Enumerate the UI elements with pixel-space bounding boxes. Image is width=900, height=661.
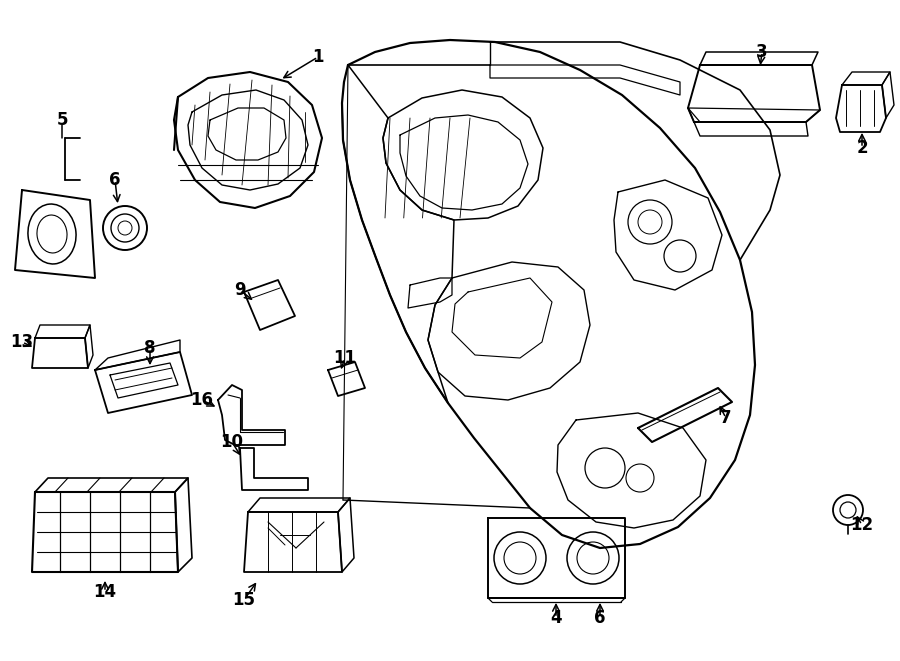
Text: 7: 7 — [720, 409, 732, 427]
Text: 15: 15 — [232, 591, 256, 609]
Text: 8: 8 — [144, 339, 156, 357]
Text: 13: 13 — [11, 333, 33, 351]
Text: 3: 3 — [756, 43, 768, 61]
Text: 16: 16 — [191, 391, 213, 409]
Text: 2: 2 — [856, 139, 868, 157]
Text: 12: 12 — [850, 516, 874, 534]
Text: 4: 4 — [550, 609, 562, 627]
Text: 9: 9 — [234, 281, 246, 299]
Text: 6: 6 — [594, 609, 606, 627]
Text: 1: 1 — [312, 48, 324, 66]
Text: 11: 11 — [334, 349, 356, 367]
Text: 14: 14 — [94, 583, 117, 601]
Text: 6: 6 — [109, 171, 121, 189]
Text: 5: 5 — [56, 111, 68, 129]
Text: 10: 10 — [220, 433, 244, 451]
